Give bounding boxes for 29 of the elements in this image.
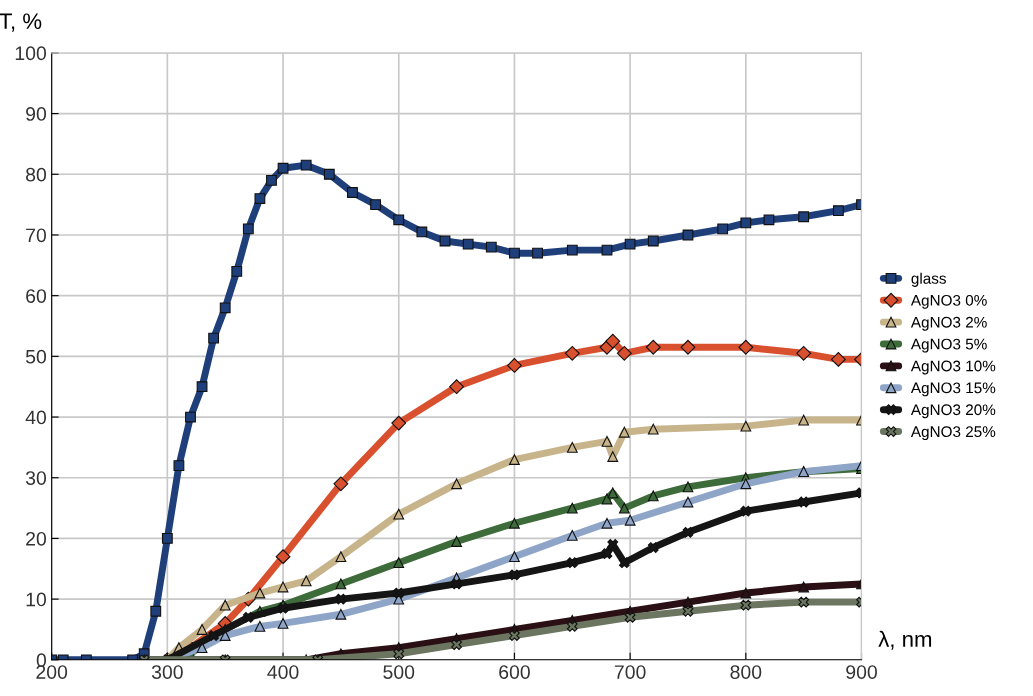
- legend-label: AgNO3 10%: [910, 360, 996, 375]
- y-tick-label: 90: [26, 107, 47, 121]
- x-tick-label: 900: [846, 665, 877, 679]
- legend-label: AgNO3 25%: [910, 426, 996, 441]
- x-axis-title: λ, nm: [878, 630, 932, 650]
- legend-label: AgNO3 5%: [910, 338, 987, 353]
- y-tick-label: 70: [26, 228, 47, 243]
- legend-label: AgNO3 2%: [910, 316, 987, 331]
- x-tick-label: 700: [614, 665, 646, 679]
- y-axis-title: T, %: [0, 13, 42, 32]
- y-tick-label: 50: [25, 349, 47, 364]
- y-tick-label: 30: [25, 471, 47, 485]
- y-tick-label: 0: [36, 653, 47, 668]
- legend-label: AgNO3 15%: [910, 382, 996, 397]
- legend-label: AgNO3 20%: [910, 404, 996, 419]
- x-tick-label: 300: [151, 665, 183, 679]
- y-tick-label: 10: [26, 592, 47, 607]
- x-tick-label: 800: [730, 665, 762, 679]
- y-tick-label: 60: [26, 289, 47, 303]
- y-tick-label: 40: [25, 410, 47, 425]
- x-tick-label: 200: [36, 665, 68, 679]
- x-tick-label: 400: [267, 665, 299, 679]
- y-tick-label: 80: [26, 167, 47, 182]
- y-tick-label: 100: [15, 46, 47, 61]
- x-tick-label: 600: [499, 665, 530, 679]
- y-tick-label: 20: [26, 531, 47, 546]
- legend-label: AgNO3 0%: [910, 294, 987, 309]
- x-tick-label: 500: [383, 665, 415, 679]
- legend-label: glass: [911, 272, 946, 287]
